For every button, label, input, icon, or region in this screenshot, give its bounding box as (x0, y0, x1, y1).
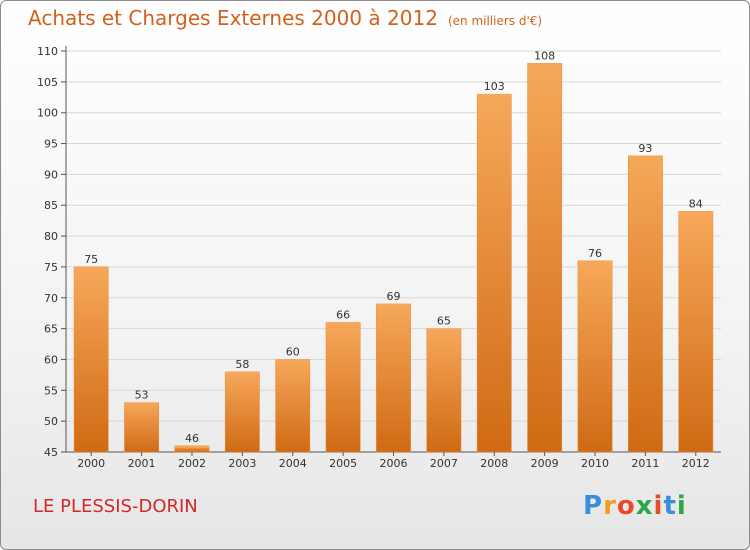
data-label-2001: 53 (135, 389, 149, 402)
y-tick-label: 90 (44, 168, 58, 181)
y-tick-label: 80 (44, 230, 58, 243)
y-tick-label: 55 (44, 384, 58, 397)
logo-letter: o (616, 491, 636, 521)
x-tick-label-2006: 2006 (380, 457, 408, 470)
bar-2010 (577, 260, 613, 453)
x-tick-label-2005: 2005 (329, 457, 357, 470)
y-tick-label: 50 (44, 415, 58, 428)
bar-2012 (678, 211, 714, 453)
data-label-2004: 60 (286, 345, 300, 358)
bar-top-2008 (477, 94, 512, 97)
bar-top-2007 (426, 328, 462, 331)
bar-top-2005 (325, 322, 361, 325)
y-tick-label: 65 (44, 323, 58, 336)
bar-top-2012 (678, 211, 713, 214)
x-tick-label-2010: 2010 (581, 457, 609, 470)
bar-2006 (376, 303, 411, 453)
data-label-2006: 69 (387, 290, 401, 303)
y-tick-label: 45 (44, 446, 58, 459)
x-tick-label-2002: 2002 (178, 457, 206, 470)
x-tick-label-2003: 2003 (228, 457, 256, 470)
proxiti-logo: Proxiti (583, 491, 687, 521)
bar-2009 (527, 63, 563, 453)
chart-subtitle: (en milliers d'€) (447, 14, 543, 28)
bar-2007 (426, 328, 462, 453)
place-name: LE PLESSIS-DORIN (33, 496, 198, 517)
bar-top-2010 (577, 260, 613, 263)
bar-2004 (275, 359, 311, 453)
y-tick-label: 110 (37, 45, 58, 58)
logo-letter: x (635, 491, 654, 521)
y-tick-label: 75 (44, 261, 58, 274)
bar-top-2011 (628, 155, 663, 158)
bar-2001 (124, 402, 159, 453)
x-tick-label-2007: 2007 (430, 457, 458, 470)
bars (73, 63, 714, 453)
y-tick-label: 60 (44, 353, 58, 366)
data-label-2000: 75 (84, 253, 98, 266)
data-label-2003: 58 (235, 358, 249, 371)
logo-letter: i (653, 491, 664, 521)
bar-top-2006 (376, 303, 411, 306)
data-label-2002: 46 (185, 432, 199, 445)
bar-2008 (476, 93, 512, 453)
chart-title: Achats et Charges Externes 2000 à 2012 (e… (28, 6, 542, 30)
x-tick-label-2009: 2009 (531, 457, 559, 470)
x-tick-label-2008: 2008 (480, 457, 508, 470)
x-tick-label-2011: 2011 (631, 457, 659, 470)
bar-top-2001 (124, 402, 159, 405)
bar-top-2004 (275, 359, 310, 362)
logo-letter: i (676, 491, 687, 521)
x-tick-label-2004: 2004 (279, 457, 307, 470)
data-label-2005: 66 (336, 308, 350, 321)
x-tick-label-2001: 2001 (128, 457, 156, 470)
bar-2003 (224, 371, 260, 453)
data-label-2011: 93 (638, 142, 652, 155)
data-label-2010: 76 (588, 247, 602, 260)
logo-letter: P (583, 491, 604, 521)
y-tick-label: 100 (37, 107, 58, 120)
labels: 45 50 55 60 65 70 75 80 85 90 95 100 105 110 75 2000 53 2… (37, 45, 710, 470)
data-label-2012: 84 (689, 197, 703, 210)
bar-top-2009 (527, 63, 562, 66)
bar-2011 (628, 155, 663, 453)
data-label-2009: 108 (534, 49, 555, 62)
x-tick-label-2000: 2000 (77, 457, 105, 470)
bar-2005 (325, 322, 361, 453)
bar-top-2000 (74, 266, 109, 269)
logo-letter: t (663, 491, 677, 521)
bar-top-2003 (225, 371, 260, 374)
logo-letter: r (603, 491, 617, 521)
bar-2000 (73, 266, 109, 453)
y-tick-label: 95 (44, 138, 58, 151)
y-tick-label: 105 (37, 76, 58, 89)
chart-title-text: Achats et Charges Externes 2000 à 2012 (28, 6, 438, 30)
bar-top-2002 (174, 445, 210, 448)
y-tick-label: 85 (44, 199, 58, 212)
data-label-2007: 65 (437, 315, 451, 328)
data-label-2008: 103 (484, 80, 505, 93)
y-tick-label: 70 (44, 292, 58, 305)
x-tick-label-2012: 2012 (682, 457, 710, 470)
